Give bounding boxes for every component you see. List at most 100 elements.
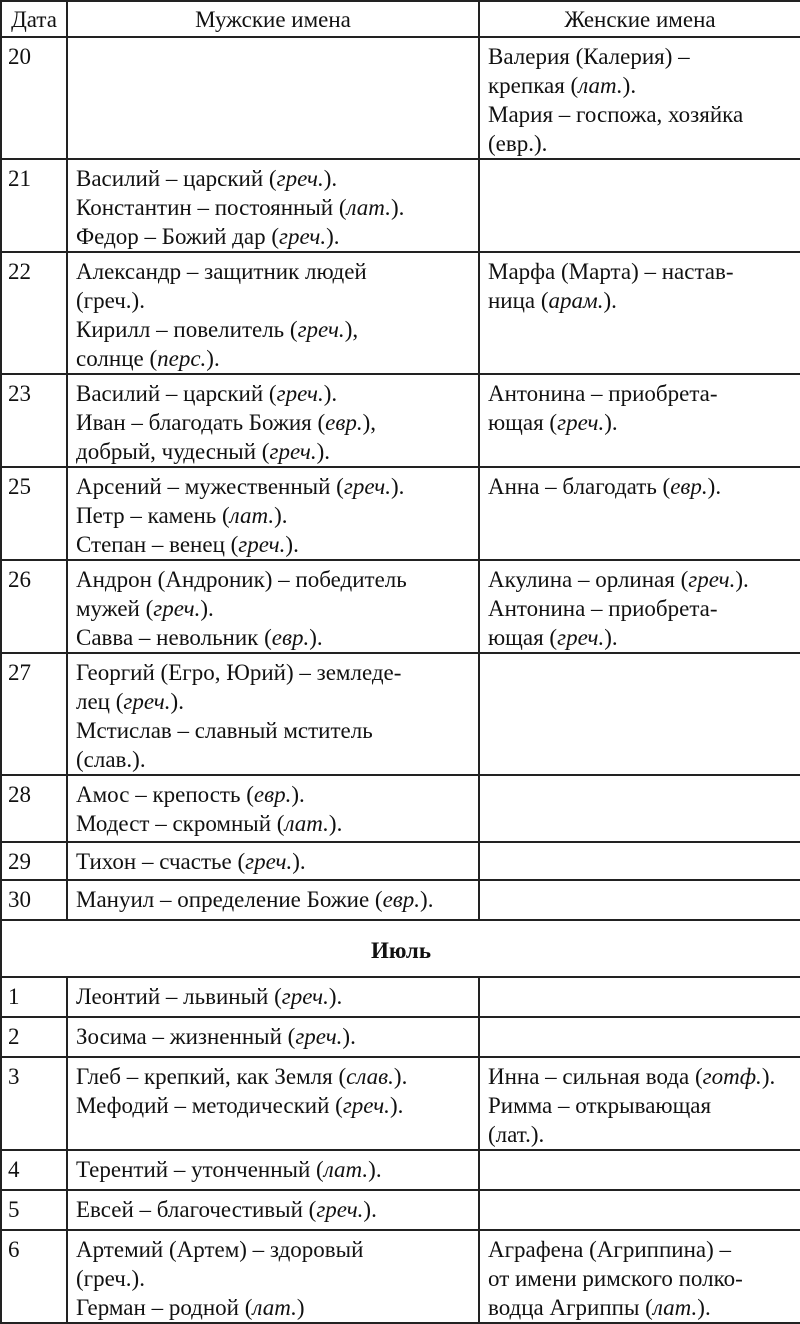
name-line: Иван – благодать Божия (евр.), — [76, 410, 377, 435]
name-line: Мануил – определение Божие (евр.). — [76, 887, 434, 912]
name-line: Инна – сильная вода (готф.). — [488, 1064, 776, 1089]
male-names-cell: Василий – царский (греч.). Иван – благода… — [66, 373, 480, 468]
male-names-cell: Тихон – счастье (греч.). — [66, 841, 480, 881]
table-row: 6 Артемий (Артем) – здоровый (греч.). Герма… — [0, 1229, 800, 1324]
language-abbreviation: греч. — [557, 410, 605, 435]
table-row: 23 Василий – царский (греч.). Иван – благо… — [0, 373, 800, 468]
table-row: 26 Андрон (Андроник) – победитель мужей (г… — [0, 559, 800, 654]
name-line: Петр – камень (лат.). — [76, 503, 288, 528]
language-abbreviation: греч. — [245, 849, 293, 874]
language-abbreviation: греч. — [688, 567, 736, 592]
male-names-cell: Евсей – благочестивый (греч.). — [66, 1189, 480, 1231]
name-line: Римма – открывающая — [488, 1093, 712, 1118]
table-row: 2 Зосима – жизненный (греч.). — [0, 1016, 800, 1058]
name-line: Акулина – орлиная (греч.). — [488, 567, 749, 592]
month-heading: Июль — [0, 919, 800, 978]
date-cell: 6 — [0, 1229, 68, 1324]
header-male-names: Мужские имена — [66, 0, 480, 38]
name-line: Савва – невольник (евр.). — [76, 625, 323, 650]
language-abbreviation: лат. — [229, 503, 275, 528]
name-line: крепкая (лат.). — [488, 73, 637, 98]
name-line: Леонтий – львиный (греч.). — [76, 984, 343, 1009]
date-cell: 26 — [0, 559, 68, 654]
female-names-cell: Акулина – орлиная (греч.). Антонина – при… — [478, 559, 800, 654]
name-line: Зосима – жизненный (греч.). — [76, 1024, 356, 1049]
language-abbreviation: арам. — [548, 288, 604, 313]
language-abbreviation: лат. — [323, 1157, 369, 1182]
name-line: (греч.). — [76, 1266, 145, 1291]
name-line: от имени римского полко- — [488, 1266, 743, 1291]
name-line: Федор – Божий дар (греч.). — [76, 224, 340, 249]
date-cell: 28 — [0, 774, 68, 843]
name-line: (евр.). — [488, 131, 548, 156]
name-line: (слав.). — [76, 747, 146, 772]
language-abbreviation: перс. — [157, 346, 207, 371]
language-abbreviation: греч. — [123, 689, 171, 714]
table-row: 3 Глеб – крепкий, как Земля (слав.). Мефод… — [0, 1056, 800, 1151]
name-line: ница (арам.). — [488, 288, 617, 313]
male-names-cell — [66, 36, 480, 160]
language-abbreviation: евр. — [325, 410, 363, 435]
month-row: Июль — [0, 919, 800, 978]
name-line: Степан – венец (греч.). — [76, 532, 299, 557]
name-line: ющая (греч.). — [488, 410, 618, 435]
name-line: Мария – госпожа, хозяйка — [488, 102, 744, 127]
table-row: 29 Тихон – счастье (греч.). — [0, 841, 800, 881]
date-cell: 23 — [0, 373, 68, 468]
name-line: Антонина – приобрета- — [488, 381, 718, 406]
date-cell: 22 — [0, 251, 68, 375]
name-line: водца Агриппы (лат.). — [488, 1295, 711, 1320]
name-line: Василий – царский (греч.). — [76, 166, 338, 191]
name-line: ющая (греч.). — [488, 625, 618, 650]
female-names-cell — [478, 1189, 800, 1231]
language-abbreviation: лат. — [346, 195, 391, 220]
header-female-names: Женские имена — [478, 0, 800, 38]
table-row: 1 Леонтий – львиный (греч.). — [0, 976, 800, 1018]
name-line: Евсей – благочестивый (греч.). — [76, 1197, 377, 1222]
name-line: Глеб – крепкий, как Земля (слав.). — [76, 1064, 408, 1089]
name-line: добрый, чудесный (греч.). — [76, 439, 330, 464]
date-cell: 25 — [0, 466, 68, 561]
name-line: Мефодий – методический (греч.). — [76, 1093, 404, 1118]
date-cell: 20 — [0, 36, 68, 160]
name-line: Георгий (Егро, Юрий) – земледе- — [76, 660, 402, 685]
male-names-cell: Терентий – утонченный (лат.). — [66, 1149, 480, 1191]
date-cell: 5 — [0, 1189, 68, 1231]
female-names-cell — [478, 976, 800, 1018]
date-cell: 21 — [0, 158, 68, 253]
male-names-cell: Зосима – жизненный (греч.). — [66, 1016, 480, 1058]
date-cell: 2 — [0, 1016, 68, 1058]
language-abbreviation: греч. — [281, 984, 329, 1009]
female-names-cell — [478, 879, 800, 921]
name-line: Модест – скромный (лат.). — [76, 811, 343, 836]
language-abbreviation: евр. — [382, 887, 421, 912]
name-line: Тихон – счастье (греч.). — [76, 849, 306, 874]
language-abbreviation: готф. — [702, 1064, 762, 1089]
table-row: 28 Амос – крепость (евр.). Модест – скромн… — [0, 774, 800, 843]
language-abbreviation: лат. — [652, 1295, 698, 1320]
female-names-cell: Анна – благодать (евр.). — [478, 466, 800, 561]
female-names-cell — [478, 652, 800, 776]
table-row: 4 Терентий – утонченный (лат.). — [0, 1149, 800, 1191]
language-abbreviation: греч. — [557, 625, 605, 650]
date-cell: 29 — [0, 841, 68, 881]
male-names-cell: Александр – защитник людей (греч.). Кирилл… — [66, 251, 480, 375]
table-row: 25 Арсений – мужественный (греч.). Петр – … — [0, 466, 800, 561]
language-abbreviation: греч. — [153, 596, 201, 621]
date-cell: 4 — [0, 1149, 68, 1191]
male-names-cell: Андрон (Андроник) – победитель мужей (гре… — [66, 559, 480, 654]
female-names-cell — [478, 841, 800, 881]
table-row: 5 Евсей – благочестивый (греч.). — [0, 1189, 800, 1231]
header-row: Дата Мужские имена Женские имена — [0, 0, 800, 38]
female-names-cell: Аграфена (Агриппина) – от имени римского … — [478, 1229, 800, 1324]
name-line: Андрон (Андроник) – победитель — [76, 567, 407, 592]
female-names-cell: Антонина – приобрета-ющая (греч.). — [478, 373, 800, 468]
language-abbreviation: лат. — [284, 811, 329, 836]
name-line: мужей (греч.). — [76, 596, 214, 621]
table-body: 20 Валерия (Калерия) – крепкая (лат.). Мари… — [0, 36, 800, 1324]
name-line: (лат.). — [488, 1122, 545, 1147]
table-row: 20 Валерия (Калерия) – крепкая (лат.). Мари… — [0, 36, 800, 160]
language-abbreviation: греч. — [276, 166, 324, 191]
name-line: Кирилл – повелитель (греч.), — [76, 317, 359, 342]
language-abbreviation: греч. — [316, 1197, 364, 1222]
